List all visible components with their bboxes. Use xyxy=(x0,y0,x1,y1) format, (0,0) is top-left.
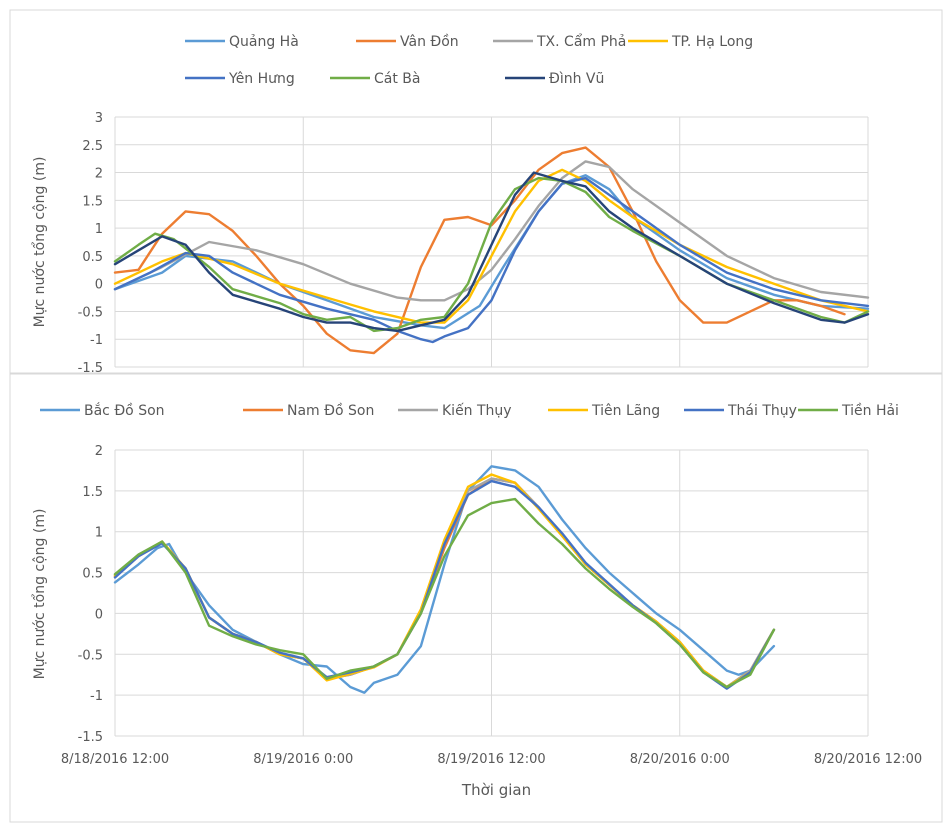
x-tick-label: 8/20/2016 0:00 xyxy=(630,752,730,767)
legend-label: Nam Đồ Son xyxy=(287,402,374,419)
y-tick-label: 1 xyxy=(95,222,103,237)
y-tick-label: 1.5 xyxy=(82,194,103,209)
series-line xyxy=(113,477,776,689)
series-line xyxy=(113,174,870,330)
legend-label: Tiền Hải xyxy=(841,402,899,419)
y-tick-label: 1.5 xyxy=(82,485,103,500)
series-line xyxy=(113,168,870,324)
y-tick-label: -1.5 xyxy=(78,730,103,745)
series-line xyxy=(113,146,846,355)
x-tick-label: 8/18/2016 12:00 xyxy=(61,752,169,767)
series-line xyxy=(113,171,870,333)
chart-frame-bottom xyxy=(9,373,943,823)
legend-label: TX. Cẩm Phả xyxy=(536,33,626,50)
series-line xyxy=(113,473,776,689)
legend-label: TP. Hạ Long xyxy=(671,34,753,50)
y-tick-label: 2.5 xyxy=(82,139,103,154)
y-tick-label: -1 xyxy=(90,333,103,348)
y-axis-label: Mực nước tổng cộng (m) xyxy=(31,509,48,680)
series-line xyxy=(113,477,776,689)
chart-frame-top xyxy=(9,9,943,374)
legend-label: Thái Thụy xyxy=(727,403,797,419)
legend-label: Quảng Hà xyxy=(229,34,299,50)
legend-label: Tiên Lãng xyxy=(591,403,660,419)
y-tick-label: 0.5 xyxy=(82,567,103,582)
series-line xyxy=(113,497,776,689)
x-tick-label: 8/19/2016 12:00 xyxy=(437,752,545,767)
x-tick-label: 8/20/2016 12:00 xyxy=(814,752,922,767)
series-line xyxy=(113,465,776,694)
y-tick-label: 0 xyxy=(95,607,103,622)
legend-label: Đình Vũ xyxy=(549,71,604,87)
legend-label: Vân Đồn xyxy=(400,33,459,50)
legend-label: Bắc Đồ Son xyxy=(84,402,165,419)
y-axis-label: Mực nước tổng cộng (m) xyxy=(31,157,48,328)
y-tick-label: 3 xyxy=(95,111,103,126)
y-tick-label: -1 xyxy=(90,689,103,704)
y-tick-label: -0.5 xyxy=(78,305,103,320)
y-tick-label: 0.5 xyxy=(82,250,103,265)
legend-label: Kiến Thụy xyxy=(442,402,512,419)
series-line xyxy=(113,479,776,690)
legend-label: Yên Hưng xyxy=(228,71,295,87)
y-tick-label: 0 xyxy=(95,278,103,293)
series-line xyxy=(113,160,870,302)
y-tick-label: -1.5 xyxy=(78,361,103,376)
legend-label: Cát Bà xyxy=(374,71,420,87)
series-line xyxy=(113,176,870,344)
x-axis-label: Thời gian xyxy=(461,781,531,799)
y-tick-label: 2 xyxy=(95,167,103,182)
x-tick-label: 8/19/2016 0:00 xyxy=(253,752,353,767)
y-tick-label: 2 xyxy=(95,444,103,459)
y-tick-label: 1 xyxy=(95,526,103,541)
y-tick-label: -0.5 xyxy=(78,648,103,663)
